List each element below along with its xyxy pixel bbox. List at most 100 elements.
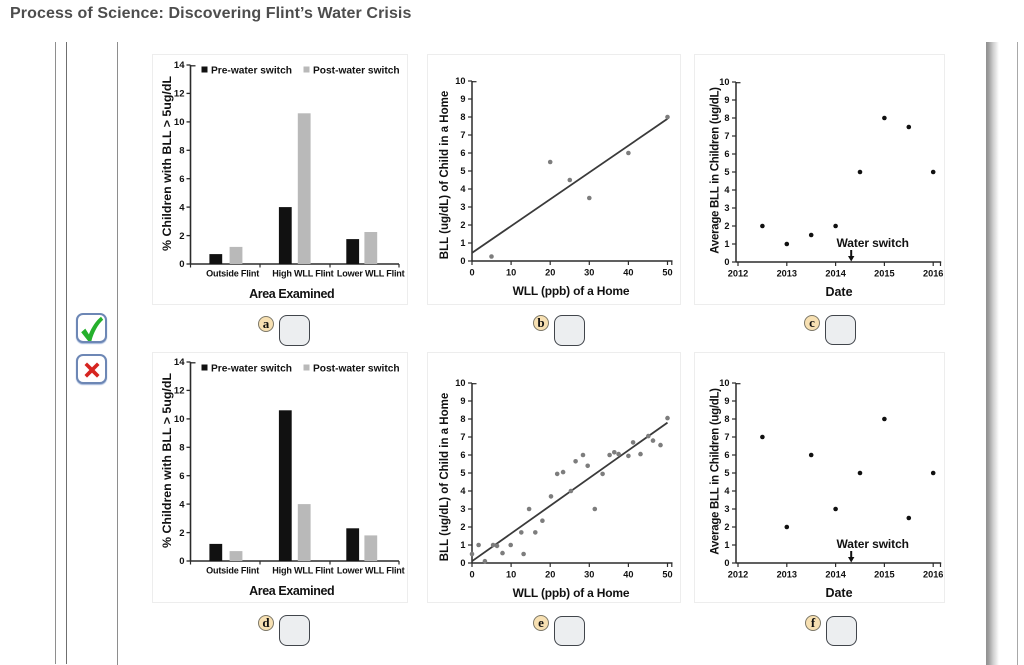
- svg-text:10: 10: [506, 268, 516, 278]
- svg-text:5: 5: [724, 167, 729, 177]
- svg-text:% Children with BLL > 5ug/dL: % Children with BLL > 5ug/dL: [160, 76, 174, 251]
- svg-text:2: 2: [460, 220, 465, 230]
- svg-text:Outside Flint: Outside Flint: [206, 566, 259, 576]
- svg-text:0: 0: [179, 556, 184, 567]
- svg-text:1: 1: [460, 238, 465, 248]
- svg-text:8: 8: [724, 113, 729, 123]
- svg-text:2016: 2016: [923, 269, 943, 279]
- svg-text:10: 10: [455, 76, 465, 86]
- svg-text:% Children with BLL > 5ug/dL: % Children with BLL > 5ug/dL: [160, 373, 174, 548]
- svg-text:3: 3: [724, 203, 729, 213]
- svg-text:1: 1: [724, 239, 729, 249]
- svg-text:12: 12: [174, 89, 185, 100]
- svg-text:Area Examined: Area Examined: [249, 287, 334, 301]
- svg-text:10: 10: [174, 414, 185, 425]
- svg-text:2012: 2012: [728, 269, 748, 279]
- svg-text:9: 9: [460, 396, 465, 406]
- svg-text:6: 6: [460, 450, 465, 460]
- svg-text:14: 14: [174, 357, 185, 368]
- svg-text:5: 5: [460, 468, 465, 478]
- svg-text:2: 2: [724, 522, 729, 532]
- svg-text:Average BLL in Children (ug/dL: Average BLL in Children (ug/dL): [710, 388, 722, 555]
- svg-text:4: 4: [724, 486, 730, 496]
- svg-text:3: 3: [460, 202, 465, 212]
- svg-text:Water switch: Water switch: [837, 236, 909, 250]
- svg-text:Outside Flint: Outside Flint: [206, 269, 259, 279]
- svg-text:Post-water switch: Post-water switch: [313, 66, 400, 77]
- svg-text:0: 0: [460, 256, 465, 266]
- svg-text:8: 8: [460, 112, 465, 122]
- svg-text:10: 10: [174, 117, 185, 128]
- svg-text:Post-water switch: Post-water switch: [313, 364, 400, 375]
- svg-text:0: 0: [469, 268, 474, 278]
- svg-text:6: 6: [179, 471, 184, 482]
- svg-text:9: 9: [724, 396, 729, 406]
- svg-text:WLL (ppb) of a Home: WLL (ppb) of a Home: [513, 284, 630, 298]
- svg-text:30: 30: [584, 268, 594, 278]
- svg-text:0: 0: [460, 558, 465, 568]
- svg-text:9: 9: [724, 95, 729, 105]
- svg-text:4: 4: [460, 184, 466, 194]
- svg-text:0: 0: [724, 558, 729, 568]
- svg-text:20: 20: [545, 268, 555, 278]
- svg-text:Lower WLL Flint: Lower WLL Flint: [337, 566, 405, 576]
- svg-text:Date: Date: [825, 586, 852, 600]
- svg-text:5: 5: [460, 166, 465, 176]
- svg-text:2: 2: [179, 528, 184, 539]
- svg-text:4: 4: [179, 202, 185, 213]
- svg-text:3: 3: [724, 504, 729, 514]
- svg-text:12: 12: [174, 386, 185, 397]
- svg-text:6: 6: [724, 149, 729, 159]
- svg-text:2: 2: [179, 231, 184, 242]
- svg-text:1: 1: [460, 540, 465, 550]
- svg-text:20: 20: [545, 570, 555, 580]
- svg-text:4: 4: [460, 486, 466, 496]
- svg-text:Pre-water switch: Pre-water switch: [211, 364, 292, 375]
- svg-text:40: 40: [623, 268, 633, 278]
- svg-text:4: 4: [179, 499, 185, 510]
- svg-text:8: 8: [460, 414, 465, 424]
- svg-text:50: 50: [662, 570, 672, 580]
- svg-text:2012: 2012: [728, 570, 748, 580]
- svg-text:0: 0: [469, 570, 474, 580]
- svg-text:9: 9: [460, 94, 465, 104]
- svg-text:Area Examined: Area Examined: [249, 584, 334, 598]
- svg-text:10: 10: [455, 378, 465, 388]
- svg-text:1: 1: [724, 540, 729, 550]
- svg-text:Average BLL in Children (ug/dL: Average BLL in Children (ug/dL): [710, 87, 722, 254]
- svg-text:8: 8: [179, 443, 184, 454]
- svg-text:7: 7: [724, 131, 729, 141]
- svg-text:50: 50: [662, 268, 672, 278]
- svg-text:Lower WLL Flint: Lower WLL Flint: [337, 269, 405, 279]
- svg-text:7: 7: [460, 130, 465, 140]
- svg-text:3: 3: [460, 504, 465, 514]
- svg-text:Water switch: Water switch: [837, 537, 909, 551]
- svg-text:2013: 2013: [777, 269, 797, 279]
- svg-text:40: 40: [623, 570, 633, 580]
- svg-text:6: 6: [460, 148, 465, 158]
- svg-text:High WLL Flint: High WLL Flint: [272, 566, 333, 576]
- svg-text:2016: 2016: [923, 570, 943, 580]
- svg-text:Date: Date: [825, 285, 852, 299]
- svg-text:2: 2: [724, 221, 729, 231]
- svg-text:0: 0: [724, 257, 729, 267]
- svg-text:7: 7: [460, 432, 465, 442]
- svg-text:2014: 2014: [825, 269, 846, 279]
- svg-text:14: 14: [174, 60, 185, 71]
- svg-text:2015: 2015: [874, 269, 894, 279]
- svg-text:5: 5: [724, 468, 729, 478]
- svg-text:10: 10: [719, 77, 729, 87]
- svg-text:10: 10: [506, 570, 516, 580]
- svg-text:High WLL Flint: High WLL Flint: [272, 269, 333, 279]
- svg-text:4: 4: [724, 185, 730, 195]
- svg-text:2015: 2015: [874, 570, 894, 580]
- svg-text:6: 6: [724, 450, 729, 460]
- svg-text:0: 0: [179, 259, 184, 270]
- svg-text:7: 7: [724, 432, 729, 442]
- svg-text:BLL (ug/dL) of Child in a Home: BLL (ug/dL) of Child in a Home: [439, 91, 451, 259]
- svg-text:BLL (ug/dL) of Child in a Home: BLL (ug/dL) of Child in a Home: [439, 393, 451, 561]
- svg-text:2014: 2014: [825, 570, 846, 580]
- svg-text:WLL (ppb) of a Home: WLL (ppb) of a Home: [513, 586, 630, 600]
- svg-text:10: 10: [719, 378, 729, 388]
- svg-text:8: 8: [724, 414, 729, 424]
